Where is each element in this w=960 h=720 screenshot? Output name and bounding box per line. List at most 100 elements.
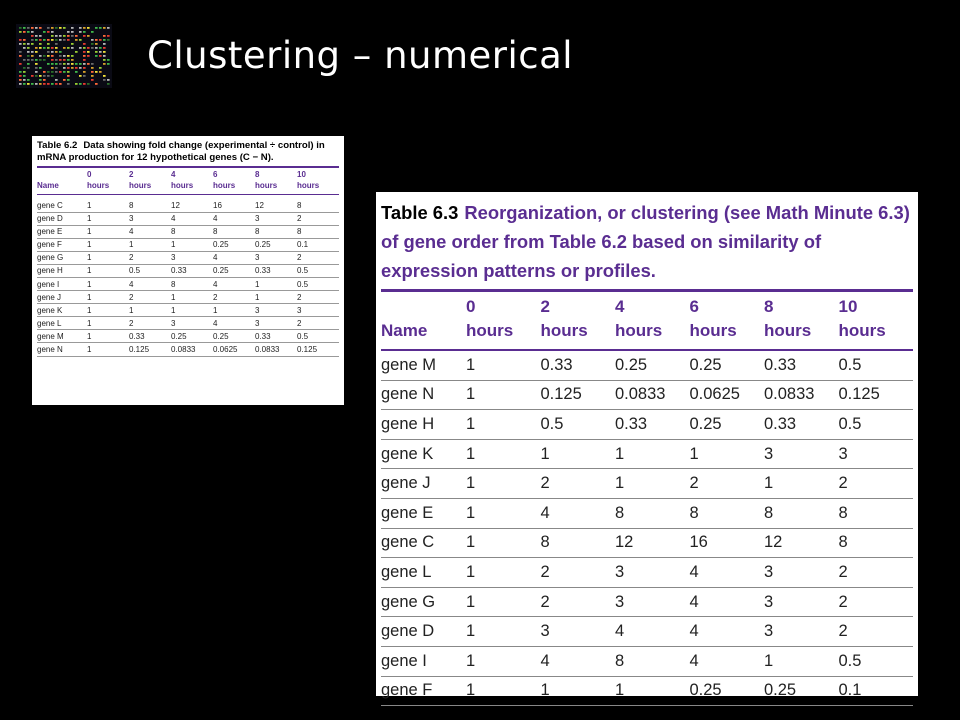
- value-cell: 0.5: [838, 646, 913, 677]
- column-header-label: hours: [171, 180, 194, 190]
- column-header-number: 0: [87, 170, 92, 180]
- value-cell: 3: [615, 587, 690, 618]
- value-cell: 1: [540, 676, 615, 707]
- column-header: 4 hours: [171, 168, 213, 196]
- column-header: 2 hours: [129, 168, 171, 196]
- column-header-label: Name: [381, 321, 428, 340]
- table-6-2-grid: Name 0 hours 2 hours 4 hours 6 hours 8 hours 10 hour…: [37, 168, 339, 357]
- value-cell: 3: [255, 212, 297, 226]
- table-row: gene F 1 1 1 0.25 0.25 0.1: [37, 238, 339, 252]
- value-cell: 0.25: [255, 238, 297, 252]
- value-cell: 1: [129, 303, 171, 318]
- value-cell: 0.5: [297, 329, 339, 344]
- column-header-number: 6: [689, 297, 699, 316]
- column-header-number: 0: [466, 297, 476, 316]
- value-cell: 12: [764, 528, 839, 559]
- value-cell: 16: [689, 528, 764, 559]
- value-cell: 3: [255, 303, 297, 318]
- table-6-3-rule: [381, 289, 913, 292]
- gene-name-cell: gene F: [37, 238, 87, 252]
- column-header-label: hours: [129, 180, 152, 190]
- value-cell: 2: [213, 290, 255, 305]
- value-cell: 3: [764, 587, 839, 618]
- value-cell: 0.25: [213, 238, 255, 252]
- table-row: gene M 1 0.33 0.25 0.25 0.33 0.5: [381, 350, 913, 381]
- column-header: 6 hours: [213, 168, 255, 196]
- value-cell: 0.25: [213, 264, 255, 278]
- value-cell: 0.5: [129, 264, 171, 278]
- column-header-label: Name: [37, 180, 59, 190]
- slide-title: Clustering – numerical: [147, 34, 574, 77]
- gene-name-cell: gene J: [37, 290, 87, 305]
- gene-name-cell: gene I: [37, 277, 87, 292]
- value-cell: 8: [764, 498, 839, 529]
- column-header-number: 4: [171, 170, 176, 180]
- value-cell: 8: [540, 528, 615, 559]
- value-cell: 12: [615, 528, 690, 559]
- value-cell: 3: [129, 212, 171, 226]
- column-header-label: hours: [838, 321, 886, 340]
- value-cell: 4: [540, 646, 615, 677]
- column-header-number: 4: [615, 297, 625, 316]
- value-cell: 4: [689, 587, 764, 618]
- value-cell: 1: [213, 303, 255, 318]
- table-6-2-rule: [37, 166, 339, 169]
- value-cell: 2: [297, 251, 339, 265]
- value-cell: 0.125: [297, 342, 339, 357]
- gene-name-cell: gene F: [381, 676, 466, 707]
- value-cell: 0.25: [615, 350, 690, 381]
- value-cell: 16: [213, 194, 255, 213]
- value-cell: 2: [297, 316, 339, 331]
- gene-name-cell: gene C: [37, 194, 87, 213]
- value-cell: 3: [171, 251, 213, 265]
- column-header: 8 hours: [764, 292, 839, 351]
- value-cell: 0.25: [689, 350, 764, 381]
- value-cell: 1: [615, 468, 690, 499]
- value-cell: 3: [764, 439, 839, 470]
- value-cell: 3: [255, 316, 297, 331]
- table-row: gene M 1 0.33 0.25 0.25 0.33 0.5: [37, 329, 339, 344]
- table-row: gene I 1 4 8 4 1 0.5: [381, 646, 913, 677]
- value-cell: 4: [171, 212, 213, 226]
- value-cell: 1: [87, 251, 129, 265]
- value-cell: 1: [129, 238, 171, 252]
- value-cell: 0.0833: [764, 380, 839, 411]
- gene-name-cell: gene H: [381, 409, 466, 440]
- value-cell: 8: [615, 498, 690, 529]
- table-6-3-number: Table 6.3: [381, 202, 459, 223]
- value-cell: 12: [171, 194, 213, 213]
- value-cell: 2: [838, 616, 913, 647]
- gene-name-cell: gene G: [381, 587, 466, 618]
- value-cell: 2: [540, 587, 615, 618]
- value-cell: 2: [297, 290, 339, 305]
- value-cell: 1: [87, 303, 129, 318]
- table-6-3: Table 6.3 Reorganization, or clustering (…: [376, 192, 918, 707]
- value-cell: 1: [764, 646, 839, 677]
- column-header-label: hours: [466, 321, 514, 340]
- value-cell: 1: [87, 342, 129, 357]
- value-cell: 8: [297, 194, 339, 213]
- value-cell: 1: [466, 409, 541, 440]
- column-header-label: hours: [255, 180, 278, 190]
- value-cell: 1: [466, 587, 541, 618]
- table-row: gene N 1 0.125 0.0833 0.0625 0.0833 0.125: [381, 380, 913, 411]
- value-cell: 8: [838, 528, 913, 559]
- value-cell: 2: [129, 290, 171, 305]
- value-cell: 0.1: [838, 676, 913, 707]
- value-cell: 1: [466, 468, 541, 499]
- value-cell: 3: [615, 557, 690, 588]
- value-cell: 0.25: [171, 329, 213, 344]
- value-cell: 4: [689, 616, 764, 647]
- value-cell: 0.125: [129, 342, 171, 357]
- value-cell: 2: [838, 468, 913, 499]
- column-header: Name: [381, 292, 466, 351]
- value-cell: 8: [213, 225, 255, 239]
- value-cell: 0.33: [255, 329, 297, 344]
- gene-name-cell: gene N: [37, 342, 87, 357]
- value-cell: 4: [213, 212, 255, 226]
